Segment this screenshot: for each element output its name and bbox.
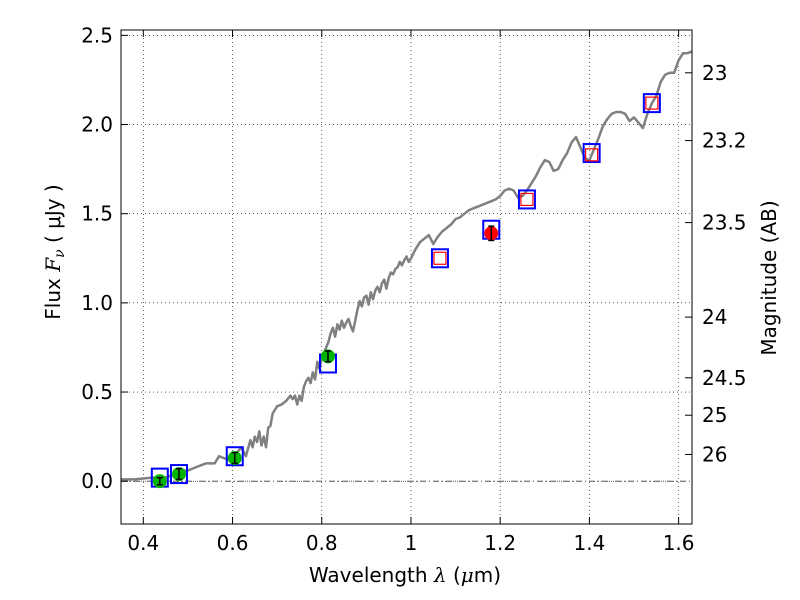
plot-frame <box>120 29 693 525</box>
spectrum-line <box>121 50 693 481</box>
grid-lines <box>121 30 692 524</box>
x-label-symbol: λ <box>433 563 447 587</box>
axis-ticks: 0.4 0.6 0.8 1 1.2 1.4 1.6 0.0 0.5 1.0 1.5 2.0 2.5 23 2… <box>81 23 746 555</box>
magnitude-tick-label: 24 <box>702 305 727 329</box>
y-label-prefix: Flux <box>41 272 65 320</box>
x-label-unit-mu: μ <box>461 563 474 587</box>
x-tick-label: 1.4 <box>573 531 605 555</box>
model-flux-square <box>582 143 601 164</box>
data-series <box>121 50 693 489</box>
y-tick-label: 1.0 <box>81 291 113 315</box>
magnitude-tick-label: 23 <box>702 61 727 85</box>
x-tick-label: 1.2 <box>484 531 516 555</box>
y-label-unit: ( μJy ) <box>41 184 65 249</box>
y-tick-label: 2.5 <box>81 23 113 47</box>
magnitude-tick-label: 25 <box>702 403 727 427</box>
y-axis-label: Flux Fν ( μJy ) <box>41 184 68 319</box>
x-tick-label: 0.6 <box>217 531 249 555</box>
measured-flux-square <box>433 251 447 265</box>
series-group <box>121 50 693 489</box>
model-flux-square <box>517 189 536 210</box>
x-tick-label: 0.8 <box>306 531 338 555</box>
x-label-unit-rest: m) <box>474 563 501 587</box>
magnitude-tick-label: 24.5 <box>702 366 747 390</box>
y-label-symbol: F <box>41 257 65 273</box>
magnitude-axis-label: Magnitude (AB) <box>757 200 781 355</box>
magnitude-tick-label: 23.5 <box>702 211 747 235</box>
x-tick-label: 0.4 <box>127 531 159 555</box>
magnitude-tick-label: 26 <box>702 442 727 466</box>
x-label-unit-open: ( <box>447 563 461 587</box>
measured-flux-square <box>520 192 534 207</box>
y-tick-label: 0.5 <box>81 380 113 404</box>
y-label-subscript: ν <box>52 249 68 258</box>
model-flux-square <box>225 446 244 467</box>
y-tick-label: 0.0 <box>81 469 113 493</box>
model-flux-square <box>169 464 188 485</box>
y-tick-label: 2.0 <box>81 113 113 137</box>
x-axis-label: Wavelength λ (μm) <box>309 563 501 587</box>
x-label-prefix: Wavelength <box>309 563 434 587</box>
model-flux-square <box>642 93 661 114</box>
magnitude-tick-label: 23.2 <box>702 129 747 153</box>
measured-flux-square <box>645 96 659 110</box>
y-tick-label: 1.5 <box>81 202 113 226</box>
x-tick-label: 1 <box>405 531 418 555</box>
model-flux-square <box>430 248 449 269</box>
measured-flux-square <box>585 148 599 162</box>
x-tick-label: 1.6 <box>663 531 695 555</box>
